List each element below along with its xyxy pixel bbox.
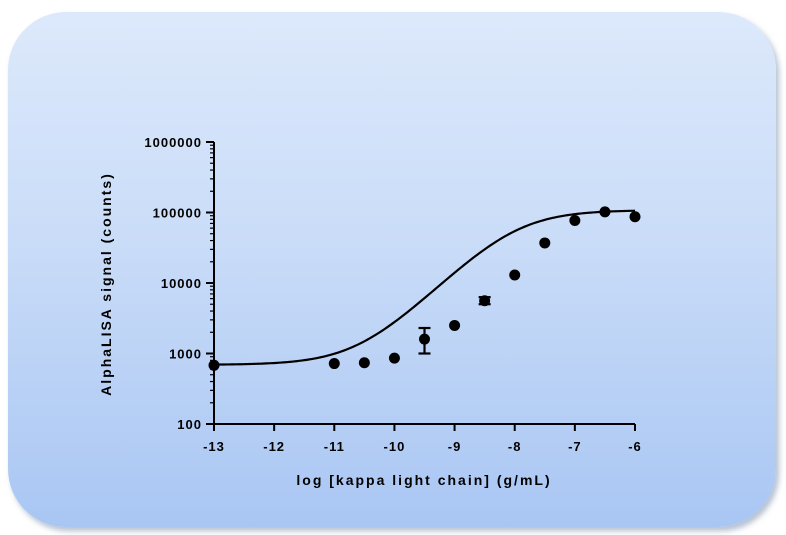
chart-background-panel: [8, 12, 776, 527]
data-point: [569, 215, 581, 227]
x-tick-label: -6: [628, 439, 642, 454]
data-point: [599, 206, 611, 218]
x-tick-label: -9: [448, 439, 462, 454]
data-point: [388, 352, 400, 364]
y-tick-label: 1000: [169, 347, 202, 362]
y-tick-label: 1000000: [144, 135, 202, 150]
data-point: [539, 237, 551, 249]
points-layer: [208, 206, 641, 371]
data-point: [629, 211, 641, 223]
x-tick-label: -7: [568, 439, 582, 454]
data-point: [328, 358, 340, 370]
data-point: [449, 319, 461, 331]
y-tick-label: 100: [177, 417, 202, 432]
fit-curve: [213, 209, 636, 366]
x-tick-label: -12: [263, 439, 285, 454]
data-point: [208, 359, 220, 371]
y-tick-label: 10000: [161, 276, 202, 291]
fit-layer: [213, 209, 636, 366]
labels-layer: 100 1000 10000 100000 1000000 -13 -12 -11 -10 -9 -…: [144, 135, 642, 454]
x-tick-label: -8: [508, 439, 522, 454]
x-tick-label: -13: [203, 439, 225, 454]
data-point: [479, 295, 491, 307]
data-point: [509, 269, 521, 281]
x-tick-label: -10: [384, 439, 406, 454]
axes-layer: [206, 141, 636, 431]
data-point: [358, 357, 370, 369]
x-tick-label: -11: [324, 439, 345, 454]
y-tick-label: 100000: [153, 206, 202, 221]
y-axis-title: AlphaLISA signal (counts): [98, 172, 114, 396]
x-axis-title: log [kappa light chain] (g/mL): [296, 472, 551, 488]
data-point: [419, 333, 430, 345]
